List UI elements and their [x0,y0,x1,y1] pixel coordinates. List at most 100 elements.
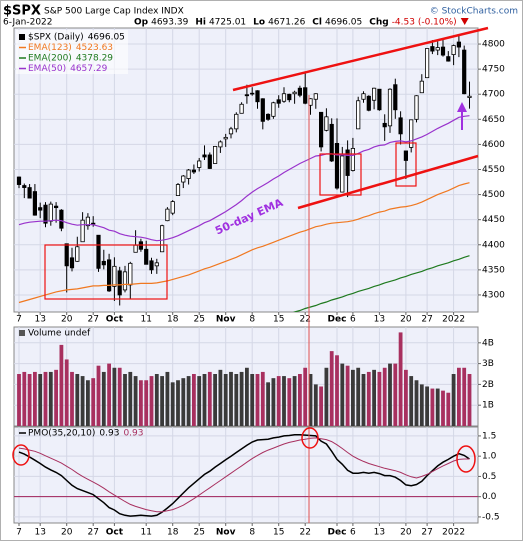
pmo-line [18,437,470,513]
candle-body [191,169,196,173]
volume-bar [404,369,408,426]
legend-label: EMA(50) [28,64,66,74]
volume-bar [123,374,127,426]
chart-subtitle: S&P 500 Large Cap Index INDX [44,7,184,17]
x-tick-label: 27 [421,315,432,325]
candle-body [91,222,96,225]
candle-body [181,175,186,183]
x-tick-label: 13 [34,315,45,325]
volume-bar [372,369,376,426]
x-tick-label: 6 [350,315,356,325]
highlight-box [395,142,417,187]
volume-bar [393,363,398,426]
x-tick-label: 25 [193,528,204,538]
volume-bar [27,374,32,426]
candle-body [144,248,149,265]
volume-bar [213,374,217,426]
y-tick-label: 4350 [482,265,505,275]
volume-bar [22,371,27,426]
y-tick-label: 4450 [482,215,505,225]
volume-bar [239,371,244,426]
legend-box [16,30,128,74]
highlight-box [319,153,362,196]
x-tick-label: 22 [299,528,310,538]
candle-body [324,116,329,131]
candle-body [446,56,451,62]
volume-bar [457,367,461,426]
volume-bar [33,371,37,426]
x-tick-label: Oct [106,528,124,538]
candle-body [228,128,234,135]
volume-bar [462,367,467,426]
candle-body [202,154,207,158]
candle-body [27,187,32,199]
annotation-layer [12,26,489,523]
volume-bar [409,376,414,426]
header-value: -4.53 (-0.10%) [392,18,457,28]
legend-value: 4696.05 [88,33,125,43]
candle-body [276,99,281,104]
candle-body [462,49,467,95]
candle-body [318,111,324,148]
volume-bar [441,390,445,426]
x-tick-label: 27 [87,315,98,325]
volume-bar [75,374,80,426]
legend-label: PMO(35,20,10) [28,429,95,439]
volume-bar [144,380,149,426]
volume-bar [467,374,472,426]
legend-label: $SPX (Daily) [28,33,84,43]
candle-body [303,87,308,104]
legend-label: EMA(200) [28,54,72,64]
volume-bar [207,371,212,426]
header-label: Chg [369,18,388,28]
y-tick-label: 4650 [482,115,505,125]
volume-bar [165,371,170,426]
candle-body [85,216,90,227]
volume-bar [260,371,265,426]
x-tick-label: Nov [216,528,236,538]
candle-body [38,207,43,211]
candle-body [207,154,212,169]
candle-body [59,209,64,229]
volume-bar [96,365,101,426]
volume-bar [282,376,286,426]
candle-body [128,262,133,286]
candle-body [366,95,371,111]
candle-body [117,270,122,296]
candle-body [382,122,387,128]
candle-body [149,260,154,271]
header-value: 4725.01 [209,18,246,28]
y-tick-label: 0.5 [482,472,496,482]
y-tick-label: 4400 [482,240,505,250]
candle-body [265,113,271,120]
candle-body [244,94,249,97]
volume-bar [38,374,43,426]
candle-body [80,219,85,243]
panel-group [14,327,478,426]
volume-bar [112,367,117,426]
candle-body [54,205,59,209]
change-arrow [460,18,469,25]
source: © StockCharts.com [430,7,518,17]
ema-line [292,255,470,312]
volume-bar [186,376,191,426]
legend-value: 4523.63 [76,43,113,53]
volume-bar [287,378,292,426]
date: 6-Jan-2022 [3,18,53,28]
x-tick-label: 25 [193,315,204,325]
candle-body [430,46,435,52]
candle-body [409,119,414,148]
y-tick-label: 1B [482,401,494,411]
candle-body [313,93,318,100]
candle-body [403,150,409,161]
candle-body [287,93,292,101]
volume-bar [345,365,350,426]
x-tick-label: 13 [374,315,385,325]
x-tick-label: 11 [140,528,151,538]
x-tick-label: 20 [61,528,73,538]
volume-bar [245,367,249,426]
candle-body [175,184,181,196]
volume-bar [181,378,186,426]
x-tick-label: 7 [16,528,22,538]
volume-bar [128,371,133,426]
